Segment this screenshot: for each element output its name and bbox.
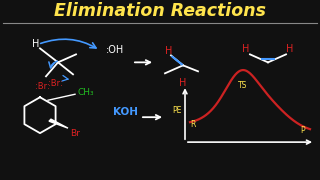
Text: KOH: KOH xyxy=(113,107,138,117)
Text: H: H xyxy=(165,46,173,56)
Text: Elimination Reactions: Elimination Reactions xyxy=(54,3,266,21)
Text: H: H xyxy=(32,39,40,49)
Text: P: P xyxy=(301,126,305,135)
Text: Br: Br xyxy=(70,129,80,138)
Text: H: H xyxy=(179,78,187,88)
Text: PE: PE xyxy=(172,106,182,115)
Text: CH₃: CH₃ xyxy=(78,88,95,97)
Polygon shape xyxy=(49,119,68,128)
Text: H: H xyxy=(286,44,294,54)
Text: H: H xyxy=(242,44,250,54)
Text: R: R xyxy=(190,120,196,129)
Text: TS: TS xyxy=(238,81,248,90)
Text: :OH: :OH xyxy=(106,45,124,55)
Text: :Br:: :Br: xyxy=(35,82,49,91)
Text: :Br:: :Br: xyxy=(48,79,62,88)
